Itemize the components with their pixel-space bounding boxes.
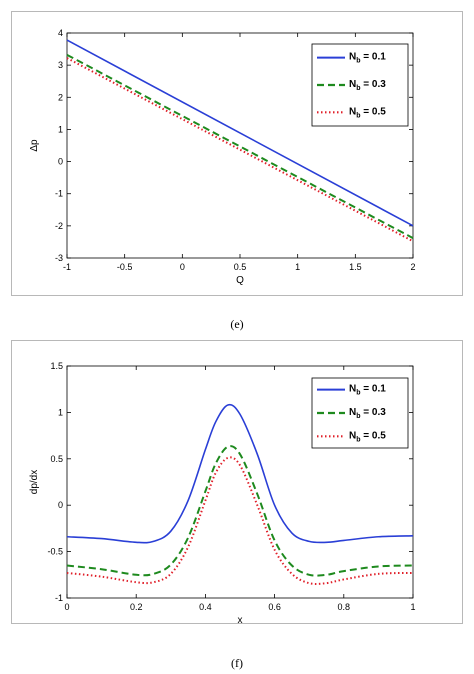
x-tick-label: 0 [64, 602, 69, 612]
y-tick-label: -3 [55, 253, 63, 263]
x-tick-label: -0.5 [117, 262, 133, 272]
x-tick-label: 0 [180, 262, 185, 272]
y-tick-label: 0.5 [50, 454, 63, 464]
y-tick-label: 1 [58, 407, 63, 417]
series-line-2 [66, 445, 414, 577]
x-tick-label: 0.2 [130, 602, 143, 612]
y-tick-label: 4 [58, 28, 63, 38]
y-tick-label: -1 [55, 189, 63, 199]
series-line-3 [66, 456, 414, 585]
legend-e: Nb = 0.1 Nb = 0.3 Nb = 0.5 [311, 43, 409, 127]
legend-label-3: Nb = 0.5 [349, 430, 386, 443]
x-axis-label: x [238, 615, 243, 626]
y-tick-label: 0 [58, 500, 63, 510]
y-tick-label: 3 [58, 60, 63, 70]
chart-f: 0 0.2 0.4 0.6 0.8 1 -1 -0.5 0 0.5 1 1.5 x dp/dx Nb = 0… [29, 361, 416, 626]
x-tick-label: -1 [63, 262, 71, 272]
y-tick-label: -2 [55, 221, 63, 231]
series-line-1 [66, 39, 414, 227]
y-tick-label: 2 [58, 92, 63, 102]
y-tick-label: -1 [55, 593, 63, 603]
y-tick-label: 0 [58, 157, 63, 167]
legend-label-1: Nb = 0.1 [349, 52, 386, 65]
x-tick-label: 1 [295, 262, 300, 272]
x-axis-label: Q [236, 275, 244, 286]
x-tick-label: 0.4 [199, 602, 212, 612]
x-tick-label: 0.5 [234, 262, 247, 272]
x-tick-label: 2 [410, 262, 415, 272]
x-tick-label: 1 [410, 602, 415, 612]
x-tick-label: 0.8 [338, 602, 351, 612]
legend-f: Nb = 0.1 Nb = 0.3 Nb = 0.5 [311, 377, 409, 449]
legend-label-1: Nb = 0.1 [349, 384, 386, 397]
x-tick-label: 0.6 [268, 602, 281, 612]
caption-e: (e) [230, 317, 244, 331]
y-tick-label: -0.5 [47, 547, 63, 557]
y-axis-label: Δp [29, 139, 40, 152]
legend-label-2: Nb = 0.3 [349, 407, 386, 420]
series-line-3 [66, 57, 414, 243]
legend-label-2: Nb = 0.3 [349, 79, 386, 92]
y-tick-label: 1 [58, 124, 63, 134]
legend-label-3: Nb = 0.5 [349, 106, 386, 119]
series-line-1 [66, 403, 414, 544]
y-tick-label: 1.5 [50, 361, 63, 371]
caption-f: (f) [231, 656, 243, 670]
x-tick-label: 1.5 [349, 262, 362, 272]
y-axis-label: dp/dx [29, 470, 40, 494]
plot-area-f [66, 365, 414, 599]
